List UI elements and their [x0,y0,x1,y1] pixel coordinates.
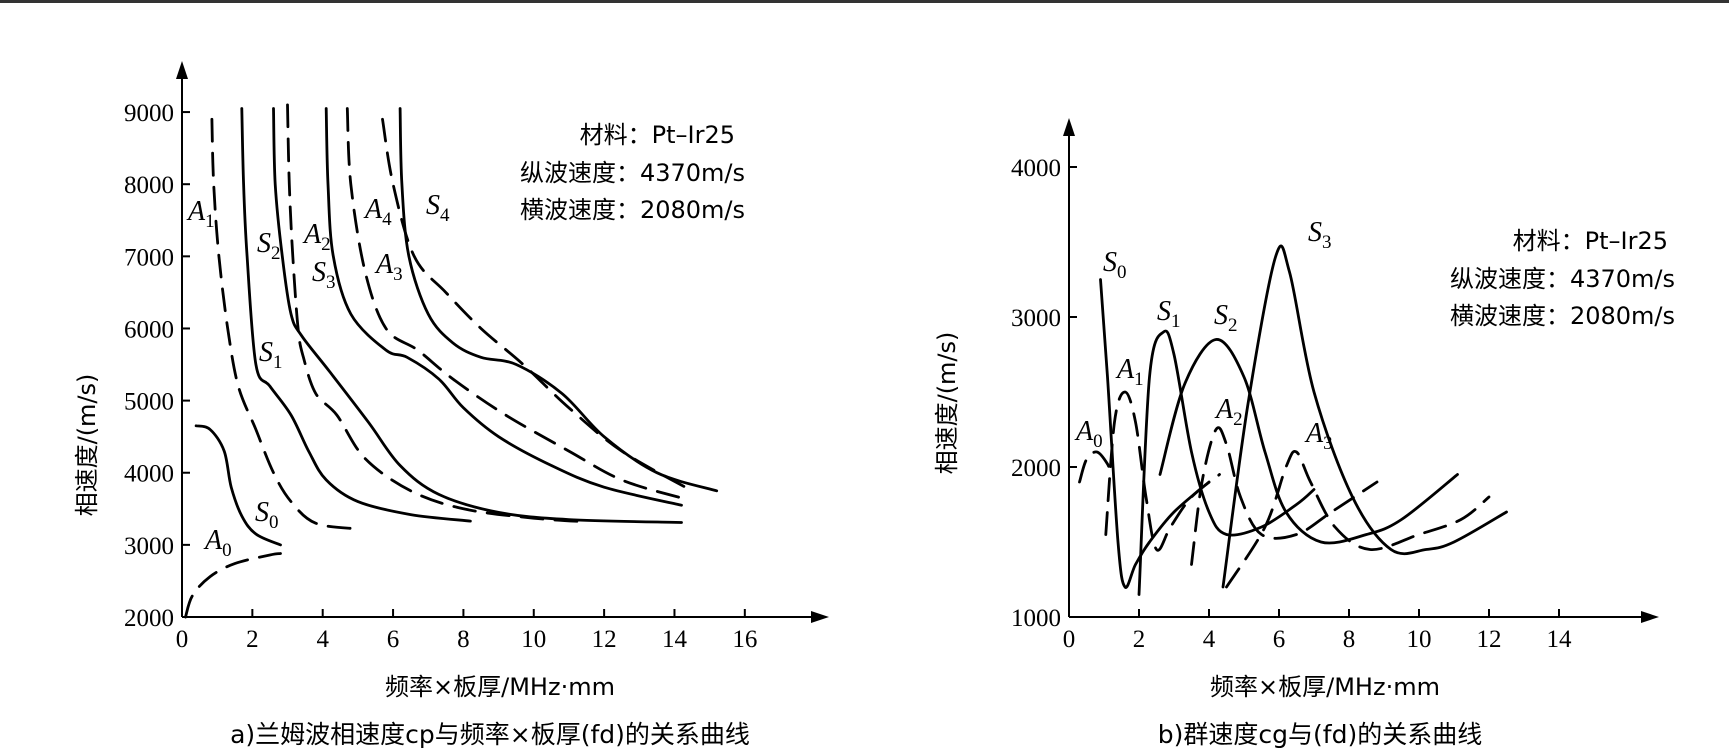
chart-a-y-tick-label: 9000 [124,100,174,127]
chart-b-material-note: 材料：Pt–Ir25 [1513,227,1668,255]
chart-a-shear-note: 横波速度：2080m/s [520,196,745,224]
chart-a-x-tick-label: 6 [387,626,400,653]
curve-label-s2: S2 [257,228,281,264]
chart-b-x-tick-label: 4 [1203,626,1216,653]
curve-label-a0: A0 [1074,416,1103,452]
chart-a-y-tick-label: 4000 [124,461,174,488]
group-velocity-chart: 0 2 4 6 8 10 12 14 1000 2000 3000 4000 S0 A0 A1 S1 S2 A2 S… [1011,118,1659,653]
chart-b-curve-a0 [1078,450,1113,484]
chart-a-curve-s1 [240,107,472,523]
chart-a-caption: a)兰姆波相速度cp与频率×板厚(fd)的关系曲线 [230,720,750,749]
curve-label-a1: A1 [186,196,215,232]
chart-b-longitudinal-note: 纵波速度：4370m/s [1450,265,1675,293]
chart-a-x-tick-label: 10 [521,626,546,653]
chart-b-x-tick-label: 10 [1407,626,1432,653]
chart-a-y-tick-label: 2000 [124,605,174,632]
chart-b-x-tick-label: 2 [1133,626,1146,653]
chart-a-x-tick-label: 14 [662,626,688,653]
phase-velocity-chart: 0 2 4 6 8 10 12 14 16 2000 3000 4000 5000 6000 7000 800… [124,61,829,653]
chart-a-curve-s3 [324,107,683,507]
chart-a-x-tick-label: 16 [732,626,757,653]
chart-a-curve-s0 [194,424,282,547]
chart-b-curve-a3 [1225,450,1491,589]
chart-b-x-tick-label: 8 [1343,626,1356,653]
curve-label-a3: A3 [374,249,403,285]
chart-a-curve-a3 [345,107,683,500]
chart-a-x-tick-label: 4 [316,626,329,653]
chart-a-y-tick-label: 7000 [124,244,174,271]
chart-b-curve-s1 [1137,329,1316,596]
chart-b-x-axis-arrow [1641,611,1659,623]
chart-a-ylabel: 相速度/(m/s) [73,374,101,517]
chart-a-curve-a2 [286,103,588,524]
chart-a-x-axis-arrow [811,611,829,623]
chart-b-xlabel: 频率×板厚/MHz·mm [1210,673,1440,701]
chart-b-curve-s3 [1221,244,1508,589]
curve-label-s3: S3 [312,257,336,293]
chart-a-y-tick-label: 8000 [124,172,174,199]
chart-b-y-tick-label: 3000 [1011,305,1061,332]
chart-b-ylabel: 相速度/(m/s) [933,332,961,475]
chart-b-curve-s2 [1158,338,1459,545]
chart-b-y-tick-label: 4000 [1011,155,1061,182]
curve-label-a3: A3 [1304,418,1333,454]
curve-label-s3: S3 [1308,217,1332,253]
chart-b-curve-a2 [1190,426,1379,566]
chart-a-x-tick-label: 2 [246,626,259,653]
chart-b-curve-a1 [1104,390,1221,552]
curve-label-s4: S4 [426,190,450,226]
chart-a-y-tick-label: 6000 [124,316,174,343]
chart-b-x-tick-label: 12 [1477,626,1502,653]
chart-b-y-axis-arrow [1063,118,1075,136]
chart-b-y-tick-label: 1000 [1011,605,1061,632]
curve-label-s1: S1 [259,337,283,373]
curve-label-s1: S1 [1157,296,1181,332]
curve-label-s0: S0 [1103,247,1127,283]
chart-b-caption: b)群速度cg与(fd)的关系曲线 [1158,720,1482,749]
curve-label-a2: A2 [302,219,331,255]
chart-b-y-tick-label: 2000 [1011,455,1061,482]
chart-b-x-tick-label: 0 [1063,626,1076,653]
chart-a-y-tick-label: 5000 [124,389,174,416]
chart-a-y-axis-arrow [176,61,188,79]
curve-label-a2: A2 [1214,394,1243,430]
chart-a-x-tick-label: 0 [176,626,189,653]
curve-label-a4: A4 [363,194,392,230]
chart-b-shear-note: 横波速度：2080m/s [1450,302,1675,330]
chart-a-longitudinal-note: 纵波速度：4370m/s [520,159,745,187]
chart-a-x-tick-label: 12 [592,626,617,653]
curve-label-s0: S0 [255,497,279,533]
chart-a-curve-a1 [210,117,360,531]
chart-a-material-note: 材料：Pt–Ir25 [580,121,735,149]
curve-label-a1: A1 [1115,354,1144,390]
chart-a-xlabel: 频率×板厚/MHz·mm [385,673,615,701]
chart-b-x-tick-label: 14 [1547,626,1573,653]
chart-a-curve-a0 [184,552,282,619]
chart-a-x-tick-label: 8 [457,626,470,653]
chart-a-y-tick-label: 3000 [124,533,174,560]
chart-b-curve-s0 [1099,278,1211,589]
curve-label-a0: A0 [203,525,232,561]
chart-a-curve-s4 [398,107,719,493]
chart-b-x-tick-label: 6 [1273,626,1286,653]
curve-label-s2: S2 [1214,300,1238,336]
top-border [0,0,1729,3]
